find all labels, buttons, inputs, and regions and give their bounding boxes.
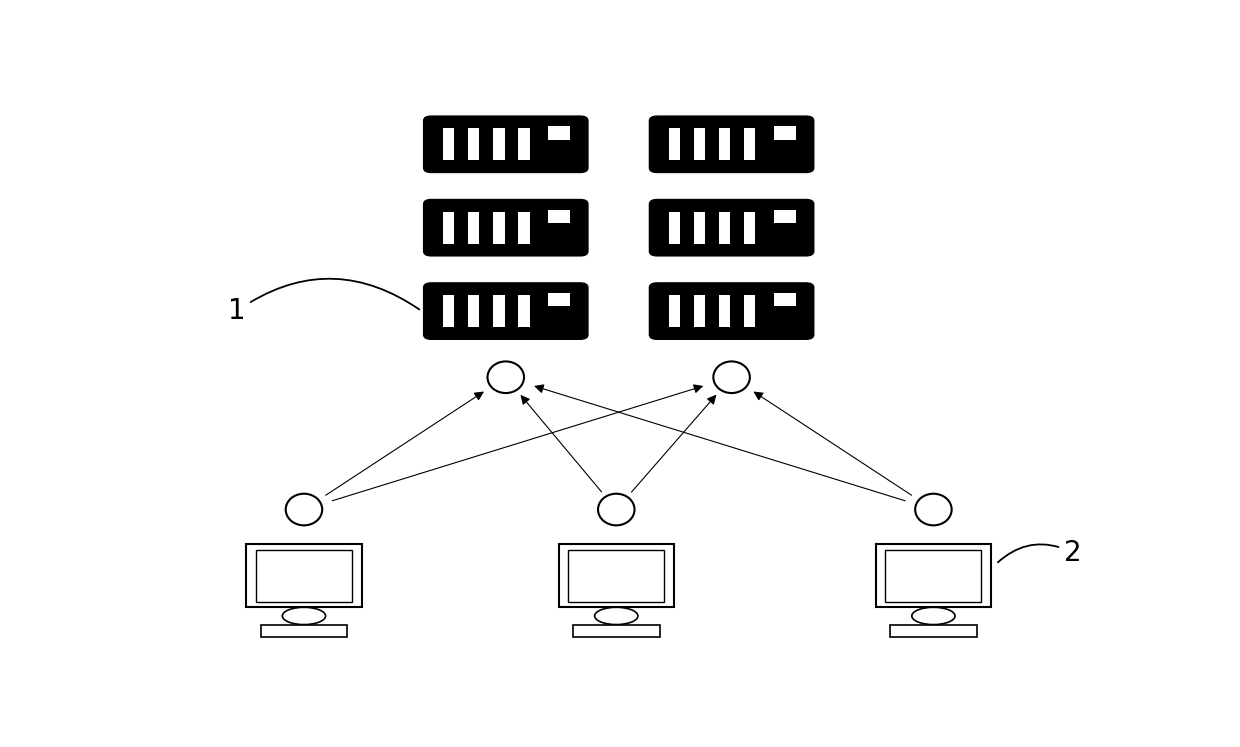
- Bar: [255, 550, 352, 601]
- Bar: [247, 544, 362, 607]
- FancyBboxPatch shape: [650, 199, 813, 256]
- FancyBboxPatch shape: [424, 283, 588, 339]
- Bar: [670, 211, 681, 244]
- Bar: [443, 295, 454, 327]
- Bar: [719, 128, 730, 161]
- Bar: [548, 293, 570, 306]
- Bar: [890, 624, 977, 637]
- FancyBboxPatch shape: [650, 283, 813, 339]
- Ellipse shape: [285, 494, 322, 525]
- Bar: [744, 295, 755, 327]
- Bar: [875, 544, 991, 607]
- Bar: [774, 126, 796, 140]
- Bar: [670, 128, 681, 161]
- Text: 2: 2: [998, 539, 1081, 567]
- Bar: [573, 624, 660, 637]
- Bar: [744, 128, 755, 161]
- Bar: [719, 211, 730, 244]
- FancyBboxPatch shape: [424, 199, 588, 256]
- Ellipse shape: [713, 362, 750, 393]
- Bar: [469, 211, 480, 244]
- FancyBboxPatch shape: [650, 116, 813, 173]
- Bar: [719, 295, 730, 327]
- Text: 1: 1: [228, 279, 419, 325]
- Ellipse shape: [595, 607, 637, 624]
- Bar: [260, 624, 347, 637]
- Ellipse shape: [915, 494, 951, 525]
- Ellipse shape: [911, 607, 955, 624]
- Bar: [558, 544, 675, 607]
- Ellipse shape: [487, 362, 525, 393]
- Bar: [494, 211, 505, 244]
- FancyBboxPatch shape: [424, 116, 588, 173]
- Bar: [518, 128, 529, 161]
- Bar: [518, 295, 529, 327]
- Bar: [548, 210, 570, 223]
- Bar: [568, 550, 665, 601]
- Bar: [670, 295, 681, 327]
- Bar: [469, 295, 480, 327]
- Bar: [744, 211, 755, 244]
- Bar: [774, 293, 796, 306]
- Bar: [518, 211, 529, 244]
- Bar: [694, 295, 706, 327]
- Ellipse shape: [598, 494, 635, 525]
- Bar: [494, 295, 505, 327]
- Ellipse shape: [283, 607, 326, 624]
- Bar: [443, 211, 454, 244]
- Bar: [694, 128, 706, 161]
- Bar: [469, 128, 480, 161]
- Bar: [548, 126, 570, 140]
- Bar: [494, 128, 505, 161]
- Bar: [443, 128, 454, 161]
- Bar: [774, 210, 796, 223]
- Bar: [885, 550, 982, 601]
- Bar: [694, 211, 706, 244]
